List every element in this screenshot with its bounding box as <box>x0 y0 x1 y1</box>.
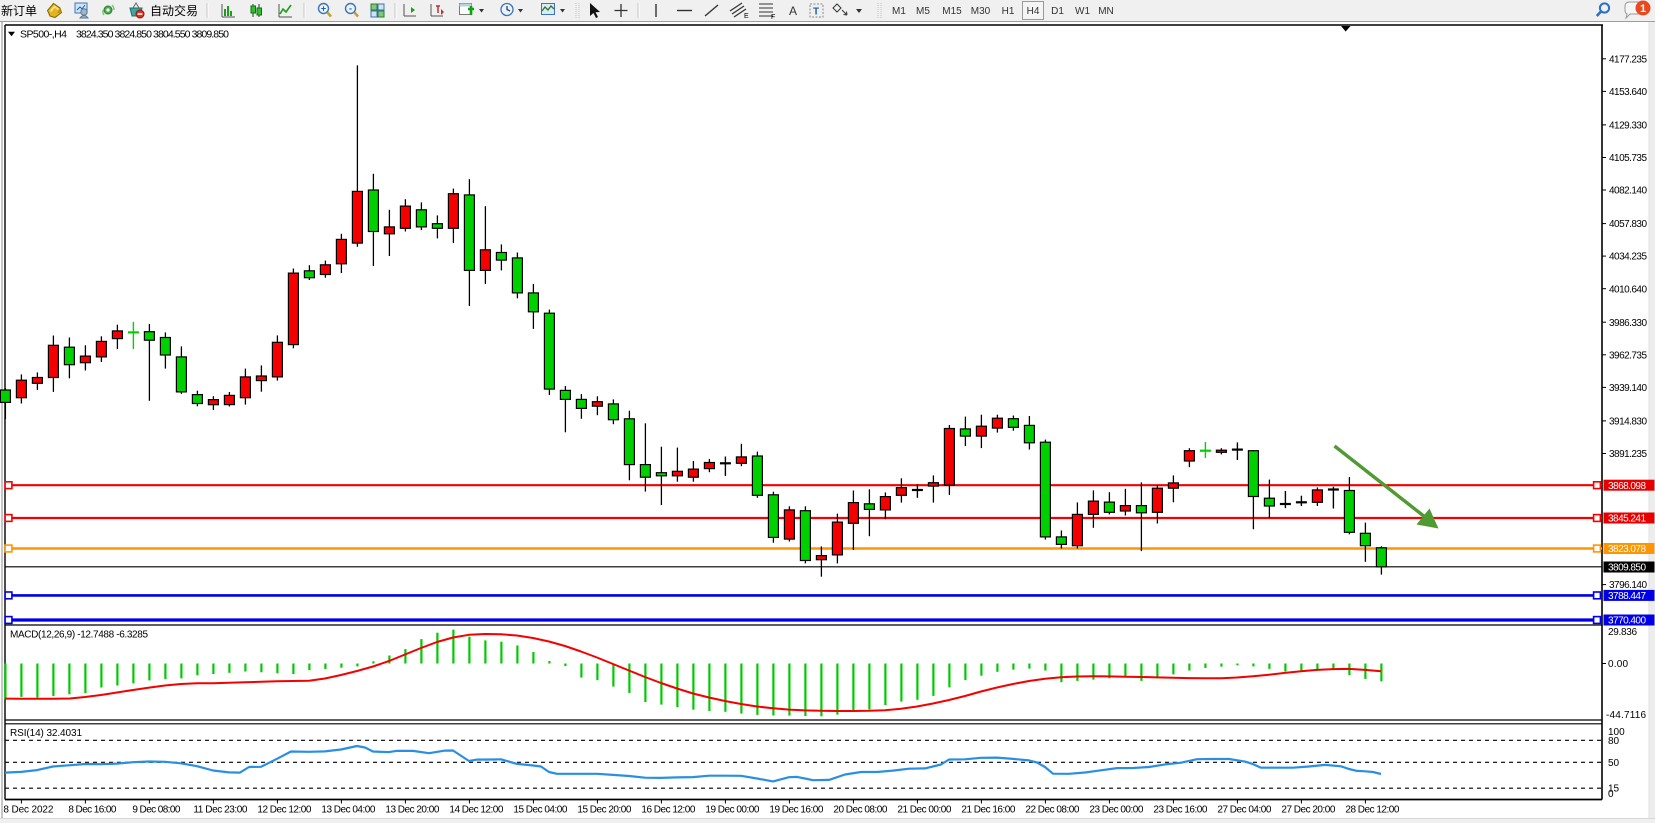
svg-text:M30: M30 <box>971 6 991 17</box>
svg-text:3823.078: 3823.078 <box>1608 544 1646 555</box>
svg-text:MN: MN <box>1098 6 1114 17</box>
svg-text:-44.7116: -44.7116 <box>1606 710 1646 721</box>
svg-text:3824.350 3824.850 3804.550 380: 3824.350 3824.850 3804.550 3809.850 <box>76 29 229 41</box>
svg-text:11 Dec 23:00: 11 Dec 23:00 <box>193 805 247 816</box>
svg-text:M1: M1 <box>892 6 906 17</box>
svg-text:0.00: 0.00 <box>1608 659 1628 670</box>
svg-text:RSI(14) 32.4031: RSI(14) 32.4031 <box>10 728 82 739</box>
svg-text:3868.098: 3868.098 <box>1608 481 1646 492</box>
svg-text:20 Dec 08:00: 20 Dec 08:00 <box>833 805 887 816</box>
svg-text:3770.400: 3770.400 <box>1608 616 1646 627</box>
svg-text:9 Dec 08:00: 9 Dec 08:00 <box>132 805 180 816</box>
svg-text:29.836: 29.836 <box>1608 627 1637 638</box>
svg-text:新订单: 新订单 <box>1 3 37 18</box>
svg-text:4057.830: 4057.830 <box>1609 219 1647 230</box>
svg-text:13 Dec 04:00: 13 Dec 04:00 <box>321 805 375 816</box>
svg-text:80: 80 <box>1608 736 1620 747</box>
svg-text:3845.241: 3845.241 <box>1608 514 1646 525</box>
svg-text:T: T <box>813 7 819 18</box>
svg-text:3788.447: 3788.447 <box>1608 591 1646 602</box>
svg-text:D1: D1 <box>1051 6 1064 17</box>
svg-text:8 Dec 16:00: 8 Dec 16:00 <box>68 805 116 816</box>
svg-text:MACD(12,26,9) -12.7488 -6.3285: MACD(12,26,9) -12.7488 -6.3285 <box>10 630 148 641</box>
svg-text:H1: H1 <box>1002 6 1015 17</box>
svg-text:50: 50 <box>1608 758 1620 769</box>
svg-text:-: - <box>349 4 352 14</box>
svg-text:15 Dec 04:00: 15 Dec 04:00 <box>513 805 567 816</box>
svg-text:21 Dec 00:00: 21 Dec 00:00 <box>897 805 951 816</box>
svg-text:M15: M15 <box>942 6 962 17</box>
svg-text:12 Dec 12:00: 12 Dec 12:00 <box>257 805 311 816</box>
svg-text:27 Dec 04:00: 27 Dec 04:00 <box>1217 805 1271 816</box>
svg-text:4129.330: 4129.330 <box>1609 121 1647 132</box>
svg-text:3939.140: 3939.140 <box>1609 383 1647 394</box>
svg-text:3809.850: 3809.850 <box>1608 563 1646 574</box>
svg-text:15 Dec 20:00: 15 Dec 20:00 <box>577 805 631 816</box>
svg-text:4105.735: 4105.735 <box>1609 153 1647 164</box>
svg-text:14 Dec 12:00: 14 Dec 12:00 <box>449 805 503 816</box>
svg-text:4177.235: 4177.235 <box>1609 54 1647 65</box>
svg-text:F: F <box>771 14 775 21</box>
svg-text:4153.640: 4153.640 <box>1609 87 1647 98</box>
svg-text:8 Dec 2022: 8 Dec 2022 <box>3 805 53 816</box>
svg-text:3891.235: 3891.235 <box>1609 449 1647 460</box>
svg-text:22 Dec 08:00: 22 Dec 08:00 <box>1025 805 1079 816</box>
svg-text:自动交易: 自动交易 <box>150 3 198 18</box>
svg-text:28 Dec 12:00: 28 Dec 12:00 <box>1345 805 1399 816</box>
svg-text:21 Dec 16:00: 21 Dec 16:00 <box>961 805 1015 816</box>
svg-text:4010.640: 4010.640 <box>1609 284 1647 295</box>
svg-text:13 Dec 20:00: 13 Dec 20:00 <box>385 805 439 816</box>
svg-text:A: A <box>789 4 797 18</box>
svg-text:27 Dec 20:00: 27 Dec 20:00 <box>1281 805 1335 816</box>
svg-text:3914.830: 3914.830 <box>1609 417 1647 428</box>
svg-text:SP500-,H4: SP500-,H4 <box>20 29 67 41</box>
svg-text:M5: M5 <box>916 6 930 17</box>
svg-text:4034.235: 4034.235 <box>1609 252 1647 263</box>
svg-text:4082.140: 4082.140 <box>1609 186 1647 197</box>
svg-text:H4: H4 <box>1027 6 1040 17</box>
svg-text:3986.330: 3986.330 <box>1609 318 1647 329</box>
svg-text:19 Dec 00:00: 19 Dec 00:00 <box>705 805 759 816</box>
svg-text:23 Dec 16:00: 23 Dec 16:00 <box>1153 805 1207 816</box>
svg-text:3962.735: 3962.735 <box>1609 350 1647 361</box>
svg-text:E: E <box>744 13 749 20</box>
svg-text:+: + <box>321 4 326 14</box>
svg-text:23 Dec 00:00: 23 Dec 00:00 <box>1089 805 1143 816</box>
svg-text:0: 0 <box>1608 789 1614 800</box>
svg-text:16 Dec 12:00: 16 Dec 12:00 <box>641 805 695 816</box>
svg-text:W1: W1 <box>1075 6 1090 17</box>
svg-text:19 Dec 16:00: 19 Dec 16:00 <box>769 805 823 816</box>
svg-text:3796.140: 3796.140 <box>1609 580 1647 591</box>
svg-text:1: 1 <box>1640 3 1646 15</box>
